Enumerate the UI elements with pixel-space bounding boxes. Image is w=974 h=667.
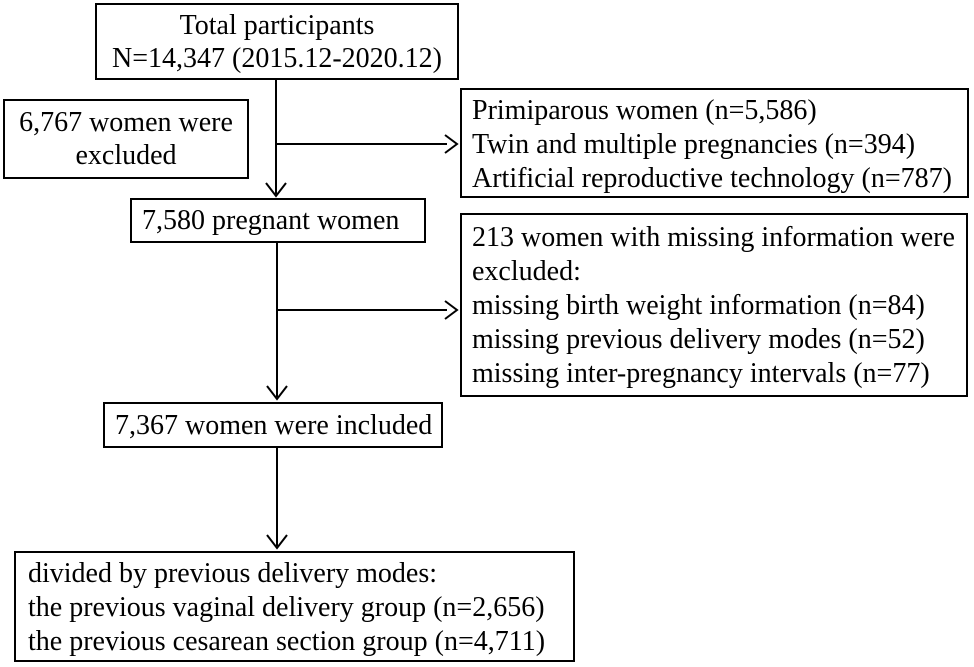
included-women-line: 7,367 women were included xyxy=(115,409,433,441)
box-exclusion-reasons-first: Primiparous women (n=5,586) Twin and mul… xyxy=(460,88,969,198)
final-group-line: divided by previous delivery modes: xyxy=(28,558,438,589)
final-group-line: the previous cesarean section group (n=4… xyxy=(28,626,546,657)
exclusion-reason-line: Primiparous women (n=5,586) xyxy=(472,95,817,126)
arrow-pregnant-to-included xyxy=(266,242,288,401)
pregnant-women-line: 7,580 pregnant women xyxy=(142,205,400,236)
total-participants-count: N=14,347 (2015.12-2020.12) xyxy=(112,42,442,74)
box-excluded-count: 6,767 women were excluded xyxy=(3,99,249,179)
box-pregnant-women: 7,580 pregnant women xyxy=(130,198,426,243)
exclusion-missing-line: missing previous delivery modes (n=52) xyxy=(472,324,925,355)
arrow-branch-to-first-exclusion xyxy=(276,134,459,154)
box-total-participants: Total participants N=14,347 (2015.12-202… xyxy=(95,3,459,80)
exclusion-missing-line: missing inter-pregnancy intervals (n=77) xyxy=(472,358,930,389)
box-final-groups: divided by previous delivery modes: the … xyxy=(14,551,575,662)
exclusion-missing-line: 213 women with missing information were xyxy=(472,222,955,253)
exclusion-reason-line: Twin and multiple pregnancies (n=394) xyxy=(472,129,916,160)
box-exclusion-reasons-second: 213 women with missing information were … xyxy=(460,213,968,397)
final-group-line: the previous vaginal delivery group (n=2… xyxy=(28,592,545,623)
total-participants-title: Total participants xyxy=(179,9,375,41)
arrow-branch-to-second-exclusion xyxy=(277,300,459,320)
exclusion-missing-line: missing birth weight information (n=84) xyxy=(472,290,925,321)
box-included-women: 7,367 women were included xyxy=(103,402,443,448)
arrow-included-to-final xyxy=(266,447,288,550)
exclusion-reason-line: Artificial reproductive technology (n=78… xyxy=(472,163,952,194)
excluded-count-line: excluded xyxy=(75,140,177,171)
excluded-count-line: 6,767 women were xyxy=(19,107,233,138)
exclusion-missing-line: excluded: xyxy=(472,256,581,287)
arrow-total-to-pregnant xyxy=(265,79,287,198)
